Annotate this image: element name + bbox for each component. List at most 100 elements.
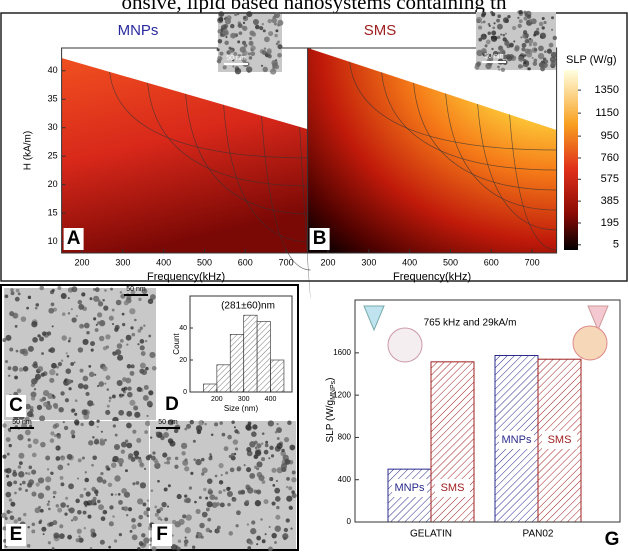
particle	[37, 334, 41, 338]
particle	[127, 391, 133, 398]
particle	[66, 504, 70, 508]
particle	[533, 48, 538, 52]
particle	[275, 59, 278, 62]
particle	[214, 422, 219, 427]
plot-frame	[307, 47, 558, 254]
particle	[49, 347, 56, 353]
particle	[39, 398, 43, 402]
particle	[76, 528, 82, 534]
particle	[521, 42, 527, 48]
particle	[78, 535, 81, 538]
particle	[46, 503, 50, 506]
particle	[511, 25, 517, 31]
particle	[286, 477, 290, 481]
particle	[163, 487, 168, 492]
particle	[541, 16, 545, 21]
panel-title: MNPs	[118, 22, 159, 39]
particle	[39, 508, 44, 513]
particle	[238, 31, 243, 36]
particle	[206, 478, 213, 484]
particle	[230, 455, 236, 461]
particle	[83, 322, 90, 329]
particle	[198, 496, 202, 500]
particle	[5, 437, 11, 442]
particle	[123, 506, 129, 512]
particle	[141, 369, 148, 376]
particle	[46, 331, 52, 336]
particle	[276, 442, 283, 450]
particle	[123, 300, 129, 306]
particle	[137, 498, 144, 505]
histogram-bar	[229, 334, 245, 393]
particle	[488, 56, 494, 62]
panel-label: F	[156, 524, 168, 545]
y-tick-label: 35	[48, 94, 58, 104]
particle	[134, 411, 141, 418]
particle	[126, 410, 133, 417]
particle	[129, 399, 136, 406]
particle	[182, 459, 189, 466]
particle	[98, 504, 104, 511]
particle	[117, 493, 121, 496]
particle	[288, 486, 293, 491]
particle	[5, 334, 12, 341]
particle	[126, 514, 129, 517]
particle	[263, 499, 269, 505]
particle	[539, 32, 547, 39]
particle	[60, 482, 65, 487]
particle	[148, 334, 152, 338]
particle	[88, 371, 95, 378]
particle	[10, 501, 16, 507]
particle	[27, 345, 34, 352]
particle	[57, 507, 63, 513]
colorbar-tick-label: 950	[601, 130, 619, 142]
particle	[500, 33, 503, 36]
particle	[256, 461, 263, 468]
particle	[487, 31, 491, 35]
particle	[283, 527, 289, 533]
particle	[247, 487, 254, 494]
particle	[243, 43, 248, 48]
particle	[535, 30, 540, 36]
particle	[59, 533, 65, 539]
particle	[161, 501, 167, 508]
particle	[129, 370, 135, 376]
particle	[275, 29, 279, 33]
particle	[261, 432, 265, 435]
particle	[281, 448, 285, 453]
particle	[243, 464, 246, 467]
particle	[254, 24, 260, 30]
particle	[142, 395, 149, 401]
particle	[27, 438, 31, 442]
bar-series-label: SMS	[548, 434, 572, 446]
particle	[199, 522, 205, 529]
particle	[82, 338, 89, 345]
histogram-bar	[243, 314, 258, 393]
y-axis-label-main: SLP (W/g	[325, 400, 336, 443]
particle	[237, 54, 242, 58]
header-text: onsive, lipid based nanosystems containi…	[122, 0, 507, 14]
particle	[498, 68, 501, 71]
particle	[219, 502, 225, 508]
particle	[206, 501, 213, 508]
particle	[34, 306, 38, 310]
particle	[75, 314, 79, 318]
particle	[139, 482, 147, 489]
particle	[177, 539, 182, 543]
particle	[72, 515, 78, 521]
particle	[98, 335, 105, 342]
particle	[25, 472, 28, 475]
particle	[105, 334, 111, 340]
particle	[75, 538, 80, 543]
particle	[38, 520, 42, 525]
particle	[105, 375, 111, 381]
particle	[96, 384, 100, 388]
particle	[184, 494, 188, 498]
particle	[274, 487, 281, 494]
scale-bar-label: 50 nm	[484, 53, 504, 60]
particle	[541, 26, 545, 30]
scale-bar-label: 50 nm	[226, 55, 246, 62]
panel-label: D	[165, 394, 179, 415]
particle	[59, 524, 64, 529]
y-tick-label: 400	[338, 475, 352, 484]
